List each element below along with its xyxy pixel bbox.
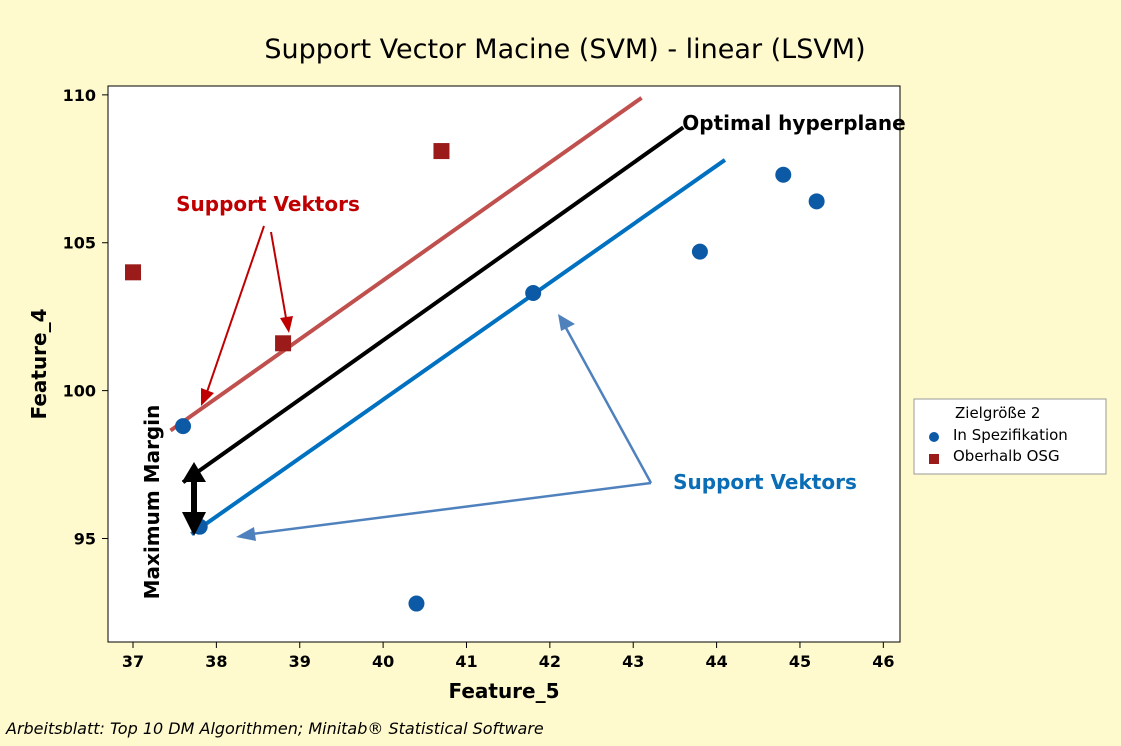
y-tick-label: 105 [63,234,96,253]
footer-note: Arbeitsblatt: Top 10 DM Algorithmen; Min… [6,719,544,738]
hyperplane-line [181,125,685,484]
legend-title: Zielgröße 2 [955,404,1040,422]
support-vectors-label-right: Support Vektors [673,470,857,494]
x-tick-label: 37 [122,652,144,671]
point-oberhalb-osg [125,264,142,281]
x-axis-label: Feature_5 [448,679,559,703]
y-axis: 95 100 105 110 [63,86,108,548]
point-oberhalb-osg [433,143,450,160]
support-vectors-label-top: Support Vektors [176,192,360,216]
x-tick-label: 41 [455,652,477,671]
upper-margin-line [169,96,643,433]
y-tick-label: 100 [63,382,96,401]
margin-arrow-shaft [191,478,197,514]
margin-double-arrow [182,462,206,536]
legend-entry-above-osg: Oberhalb OSG [953,447,1060,465]
point-in-spezifikation [525,285,542,302]
point-oberhalb-osg [275,335,292,352]
data-points [125,143,825,612]
x-tick-label: 44 [705,652,727,671]
x-tick-label: 38 [205,652,227,671]
chart-title: Support Vector Macine (SVM) - linear (LS… [264,34,865,65]
x-tick-label: 40 [372,652,394,671]
x-tick-label: 43 [622,652,644,671]
x-tick-label: 42 [539,652,561,671]
optimal-hyperplane-label: Optimal hyperplane [682,111,905,135]
blue-arrowhead-1 [558,314,575,331]
legend-entry-in-spec: In Spezifikation [953,426,1068,444]
red-arrows [201,225,293,406]
x-tick-label: 45 [789,652,811,671]
maximum-margin-label: Maximum Margin [140,405,164,600]
red-arrowhead-2 [280,316,293,333]
x-tick-label: 39 [289,652,311,671]
point-in-spezifikation [691,243,708,260]
legend-circle-marker [929,432,939,442]
blue-arrow-2 [251,481,652,536]
svm-lines [169,96,727,536]
point-in-spezifikation [808,193,825,210]
plot-area [107,85,901,643]
margin-arrow-down [182,512,206,536]
y-tick-label: 110 [63,86,96,105]
blue-arrowhead-2 [236,527,256,541]
legend-square-marker [929,454,939,464]
y-axis-label: Feature_4 [27,308,51,419]
point-in-spezifikation [408,595,425,612]
lower-margin-line [190,158,727,536]
point-in-spezifikation [775,166,792,183]
point-in-spezifikation [175,418,192,435]
red-arrow-2 [270,231,287,319]
red-arrow-1 [206,225,265,393]
x-tick-label: 46 [872,652,894,671]
blue-arrow-1 [564,327,653,484]
red-arrowhead-1 [201,388,214,406]
legend-box [913,398,1107,475]
legend: Zielgröße 2 In Spezifikation Oberhalb OS… [913,398,1107,475]
y-tick-label: 95 [74,529,96,548]
x-axis: 37 38 39 40 41 42 43 44 45 46 [122,642,894,671]
margin-arrow-up [182,462,206,482]
blue-arrows [236,314,653,541]
